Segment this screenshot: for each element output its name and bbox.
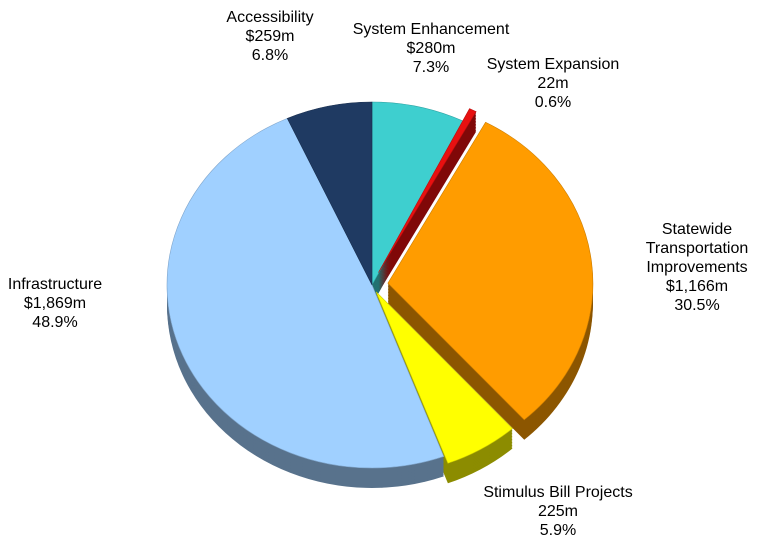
slice [378, 108, 477, 273]
label-percent: 6.8% [251, 47, 289, 64]
label-value: $280m [406, 40, 456, 57]
slice [387, 121, 594, 421]
label-value: 225m [537, 503, 579, 520]
slice-label: System Expansion 22m 0.6% [487, 55, 620, 112]
slice-label: Statewide Transportation Improvements $1,… [637, 220, 757, 315]
label-name: Statewide Transportation Improvements [645, 221, 749, 276]
slice [286, 101, 373, 286]
slice-label: Infrastructure $1,869m 48.9% [8, 275, 102, 332]
label-name: Stimulus Bill Projects [483, 484, 633, 501]
label-value: $259m [245, 28, 295, 45]
label-percent: 5.9% [539, 522, 577, 539]
label-value: 22m [537, 75, 569, 92]
slice-label: System Enhancement $280m 7.3% [353, 20, 510, 77]
label-percent: 7.3% [412, 59, 450, 76]
label-percent: 48.9% [32, 314, 78, 331]
label-name: System Enhancement [352, 21, 510, 38]
label-name: System Expansion [486, 56, 620, 73]
label-percent: 0.6% [534, 94, 572, 111]
label-value: $1,869m [23, 295, 87, 312]
label-value: $1,166m [665, 278, 729, 295]
slice [166, 117, 445, 469]
slice-label: Accessibility $259m 6.8% [226, 8, 313, 65]
label-percent: 30.5% [674, 297, 720, 314]
label-name: Accessibility [226, 9, 314, 26]
slice [375, 291, 513, 464]
slice-label: Stimulus Bill Projects 225m 5.9% [483, 483, 632, 540]
label-name: Infrastructure [7, 276, 103, 293]
